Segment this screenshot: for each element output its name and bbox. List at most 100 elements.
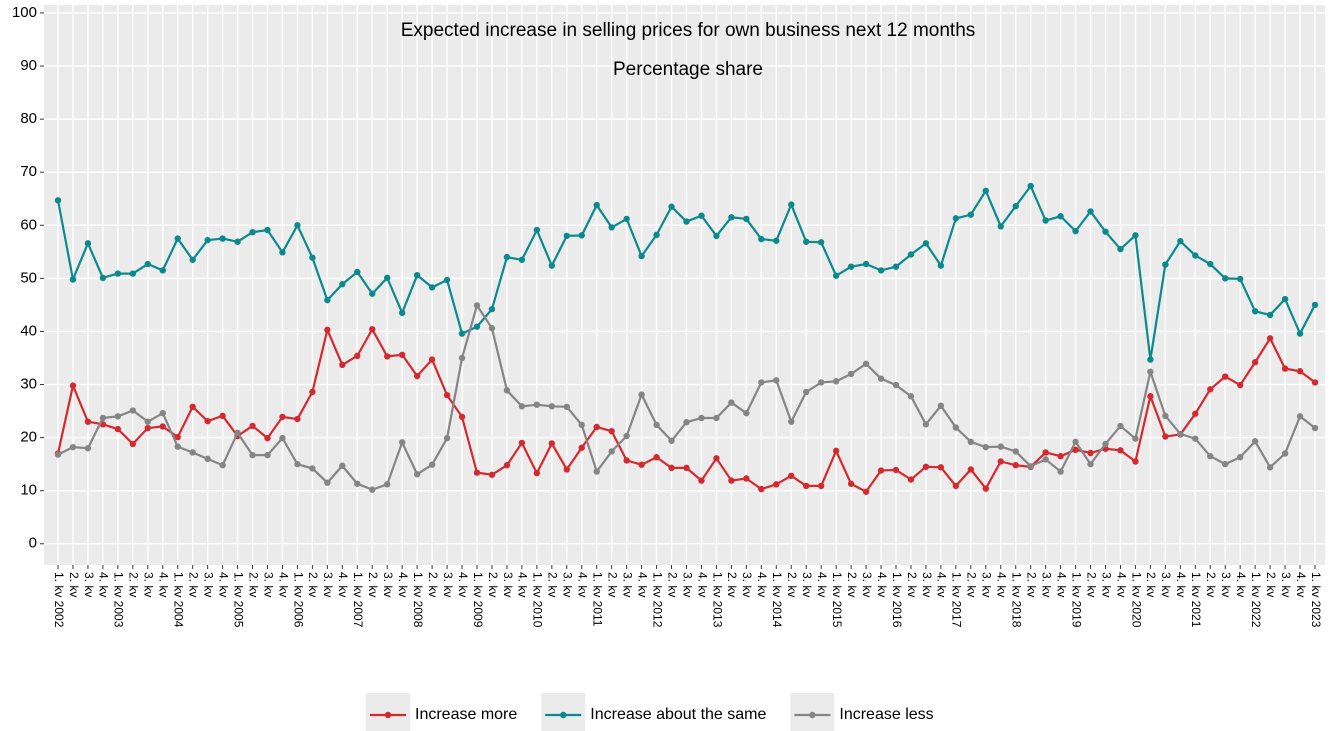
point bbox=[563, 232, 570, 240]
point bbox=[144, 418, 151, 425]
point bbox=[69, 276, 77, 283]
point bbox=[1042, 449, 1049, 456]
point bbox=[1072, 446, 1079, 454]
point bbox=[668, 203, 675, 210]
point bbox=[997, 443, 1004, 450]
point bbox=[593, 201, 600, 209]
point bbox=[937, 402, 945, 409]
point bbox=[219, 462, 226, 469]
point bbox=[1117, 245, 1124, 253]
y-tick-label: 100 bbox=[12, 4, 37, 21]
point bbox=[593, 423, 600, 431]
point bbox=[413, 471, 421, 478]
x-tick-label: 1. kv 2010 bbox=[531, 572, 545, 628]
point bbox=[219, 412, 226, 420]
point bbox=[234, 429, 241, 437]
point bbox=[1192, 252, 1199, 259]
point bbox=[264, 451, 271, 459]
point bbox=[114, 270, 122, 277]
point bbox=[922, 463, 930, 471]
x-tick-label: 4. kv bbox=[516, 572, 530, 597]
point bbox=[294, 415, 301, 423]
point bbox=[698, 414, 705, 422]
x-tick-label: 3. kv bbox=[980, 572, 994, 597]
point bbox=[997, 223, 1004, 230]
x-tick-label: 2. kv bbox=[306, 572, 320, 597]
x-tick-label: 1. kv 2005 bbox=[231, 572, 245, 628]
point bbox=[758, 379, 765, 386]
point bbox=[1207, 452, 1214, 460]
y-tick-label: 80 bbox=[20, 110, 37, 127]
point bbox=[817, 239, 825, 246]
point bbox=[354, 352, 361, 360]
point bbox=[1102, 440, 1109, 448]
point bbox=[398, 309, 406, 317]
point bbox=[533, 226, 541, 234]
point bbox=[54, 197, 62, 204]
point bbox=[473, 323, 481, 330]
point bbox=[1177, 430, 1184, 438]
point bbox=[204, 455, 211, 463]
point bbox=[1027, 463, 1034, 470]
point bbox=[428, 284, 436, 291]
point bbox=[623, 457, 630, 464]
x-tick-label: 2. kv bbox=[665, 572, 679, 597]
x-tick-label: 2. kv bbox=[486, 572, 500, 597]
point bbox=[563, 466, 570, 473]
point bbox=[743, 475, 750, 482]
point bbox=[159, 423, 166, 430]
point bbox=[1162, 412, 1169, 420]
point bbox=[1207, 386, 1214, 393]
point bbox=[309, 465, 316, 472]
x-tick-label: 2. kv bbox=[845, 572, 859, 597]
x-tick-label: 2. kv bbox=[246, 572, 260, 597]
point bbox=[803, 388, 810, 396]
point bbox=[428, 356, 436, 363]
x-tick-label: 4. kv bbox=[815, 572, 829, 597]
point bbox=[458, 413, 466, 421]
point bbox=[369, 290, 376, 297]
point bbox=[503, 387, 511, 394]
point bbox=[443, 391, 451, 399]
point bbox=[803, 238, 810, 245]
point bbox=[982, 443, 989, 451]
point bbox=[189, 449, 196, 456]
point bbox=[668, 464, 675, 472]
point bbox=[698, 212, 705, 219]
point bbox=[1087, 460, 1094, 468]
point bbox=[488, 471, 496, 478]
point bbox=[1281, 295, 1289, 303]
point bbox=[1281, 450, 1289, 457]
point bbox=[653, 231, 660, 239]
point bbox=[728, 477, 735, 484]
point bbox=[369, 486, 376, 493]
x-tick-label: 3. kv bbox=[800, 572, 814, 597]
point bbox=[54, 451, 62, 458]
point bbox=[518, 403, 526, 410]
x-tick-label: 3. kv bbox=[501, 572, 515, 597]
x-tick-label: 1. kv 2013 bbox=[710, 572, 724, 628]
point bbox=[1042, 456, 1049, 463]
point bbox=[1057, 468, 1064, 475]
point bbox=[1147, 393, 1154, 400]
x-tick-label: 3. kv bbox=[620, 572, 634, 597]
point bbox=[398, 351, 406, 359]
y-tick-label: 50 bbox=[20, 269, 37, 286]
point bbox=[698, 477, 705, 484]
point bbox=[578, 421, 585, 429]
point bbox=[84, 445, 92, 452]
point bbox=[832, 272, 840, 279]
x-tick-label: 4. kv bbox=[995, 572, 1009, 597]
point bbox=[144, 260, 151, 268]
point bbox=[758, 485, 765, 493]
point bbox=[1251, 308, 1259, 315]
point bbox=[907, 476, 915, 483]
point bbox=[788, 201, 795, 208]
point bbox=[803, 482, 810, 490]
point bbox=[1192, 435, 1199, 442]
point bbox=[1027, 182, 1034, 190]
x-tick-label: 2. kv bbox=[1084, 572, 1098, 597]
x-tick-label: 4. kv bbox=[157, 572, 171, 597]
point bbox=[1147, 356, 1154, 363]
x-tick-label: 1. kv 2007 bbox=[351, 572, 365, 628]
